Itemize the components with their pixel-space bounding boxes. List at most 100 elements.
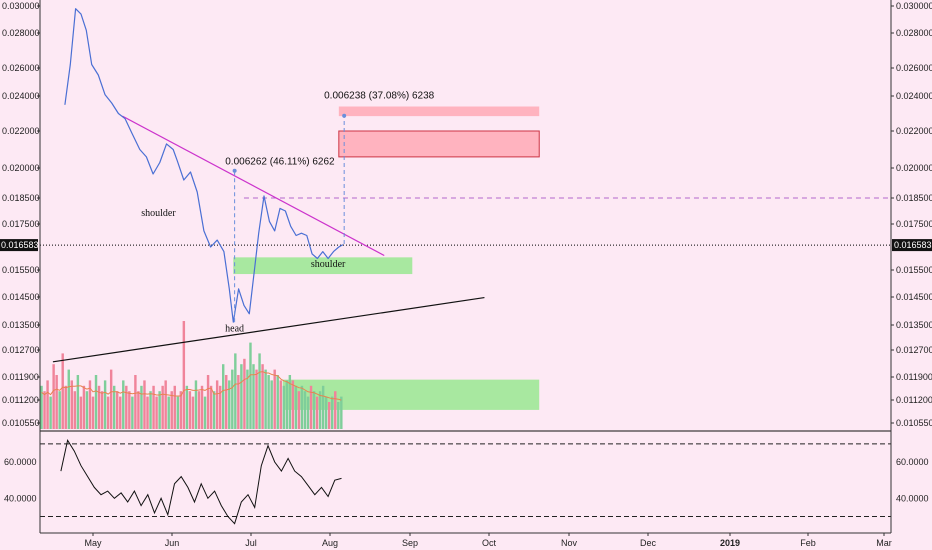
volume-bar [261,364,264,429]
price-axis-label-left: 0.024000 [2,91,40,101]
time-axis-label-Mar: Mar [876,538,892,548]
volume-bar [119,396,122,429]
time-axis-label-Sep: Sep [402,538,418,548]
price-axis-label-right: 0.018500 [896,193,932,203]
price-axis-label-right: 0.011200 [896,395,932,405]
volume-bar [85,391,89,429]
volume-bar [109,369,113,429]
volume-bar [116,391,119,429]
price-axis-label-left: 0.010550 [2,418,40,428]
trendline-1 [122,115,385,257]
price-axis-label-left: 0.017500 [2,219,40,229]
volume-bar [231,369,234,429]
volume-bar [46,380,49,429]
oscillator-line [60,438,342,525]
volume-bar [315,396,319,429]
time-axis-label-Feb: Feb [800,538,816,548]
volume-bar [137,391,140,429]
volume-bar [312,391,316,429]
volume-bar [70,380,74,429]
volume-bar [73,391,77,429]
volume-bar [76,375,80,429]
time-axis-label-Nov: Nov [561,538,578,548]
volume-bar [258,353,261,429]
price-axis-label-left: 0.018500 [2,193,40,203]
volume-bar [112,385,116,429]
last-price-label-left: 0.016583 [1,240,39,250]
time-axis-label-Dec: Dec [640,538,657,548]
volume-bar [179,391,183,429]
volume-bar [143,380,146,429]
volume-bar [134,375,137,429]
volume-bar [122,380,125,429]
volume-bar [43,391,46,429]
volume-bar [67,369,70,429]
volume-bar [88,380,92,429]
volume-bar [273,369,276,429]
volume-bar [64,385,67,429]
volume-bar [161,385,164,429]
volume-bar [164,380,167,429]
annotation-shoulder-3: shoulder [311,259,346,270]
last-price-tag-left [0,239,38,252]
volume-bar [125,385,128,429]
osc-axis-label-right: 40.0000 [896,493,929,503]
measure-end-1 [232,168,237,173]
time-axis-label-Jun: Jun [165,538,180,548]
volume-bar [182,321,186,429]
volume-bar [309,385,313,429]
volume-bar [276,375,279,429]
volume-bar [149,391,152,429]
volume-bar [194,380,198,429]
zone-3 [338,130,540,158]
volume-bar [279,380,282,429]
volume-bar [173,385,176,429]
volume-bar [270,380,273,429]
price-axis-label-left: 0.011200 [2,395,39,405]
price-axis-label-left: 0.014500 [2,292,40,302]
osc-axis-label-right: 60.0000 [896,457,929,467]
volume-bar [212,391,216,429]
volume-bar [188,391,192,429]
volume-bar [334,391,337,429]
measure-label-1: 0.006262 (46.11%) 6262 [225,156,335,167]
volume-bar [103,380,107,429]
volume-bar [324,396,328,429]
price-axis-label-left: 0.030000 [2,1,40,11]
price-axis-label-right: 0.017500 [896,219,932,229]
volume-bar [140,385,143,429]
time-axis-label-May: May [84,538,102,548]
volume-bar [131,396,134,429]
price-axis-label-right: 0.012700 [896,345,932,355]
osc-axis-label-left: 40.0000 [4,493,37,503]
volume-bar [267,375,270,429]
price-axis-label-right: 0.024000 [896,91,932,101]
volume-bar [49,396,52,429]
osc-axis-label-left: 60.0000 [4,457,37,467]
volume-bar [218,385,222,429]
volume-bar [243,358,246,429]
price-axis-label-left: 0.022000 [2,126,40,136]
volume-bar [158,391,161,429]
price-axis-label-left: 0.015500 [2,265,40,275]
volume-bar [40,385,43,429]
volume-bar [128,391,131,429]
volume-bar [252,364,255,429]
volume-bar [240,364,243,429]
price-axis-label-right: 0.026000 [896,63,932,73]
price-axis-label-right: 0.030000 [896,1,932,11]
price-axis-label-right: 0.013500 [896,320,932,330]
volume-bar [221,364,225,429]
volume-bar [249,342,252,429]
volume-ma-line [41,371,342,401]
volume-bar [209,385,213,429]
time-axis-label-Oct: Oct [482,538,497,548]
time-axis-label-Aug: Aug [322,538,338,548]
volume-bar [327,402,331,429]
volume-bar [300,385,304,429]
volume-bar [170,391,173,429]
volume-bar [294,385,298,429]
volume-bar [282,385,285,429]
price-axis-label-right: 0.028000 [896,28,932,38]
